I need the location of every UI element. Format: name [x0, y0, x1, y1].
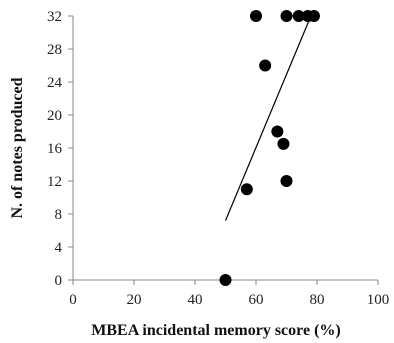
x-tick-label: 60	[249, 292, 264, 308]
x-tick-label: 80	[310, 292, 325, 308]
x-axis-title: MBEA incidental memory score (%)	[91, 322, 340, 339]
data-point	[250, 10, 262, 22]
axes	[68, 15, 379, 285]
data-point	[307, 10, 320, 22]
y-tick-label: 8	[55, 207, 63, 223]
x-tick-label: 20	[127, 292, 142, 308]
y-tick-label: 32	[47, 9, 62, 25]
y-tick-label: 16	[47, 141, 63, 157]
data-point	[292, 10, 305, 22]
x-tick-label: 100	[367, 292, 390, 308]
data-point	[259, 59, 272, 72]
data-point	[277, 137, 290, 150]
x-tick-label: 0	[69, 292, 77, 308]
data-points	[219, 10, 320, 286]
y-tick-label: 24	[47, 75, 63, 91]
y-axis-title: N. of notes produced	[9, 77, 26, 218]
y-tick-label: 4	[55, 240, 63, 256]
data-point	[280, 175, 293, 187]
y-tick-label: 20	[47, 108, 62, 124]
data-point	[280, 10, 293, 22]
y-tick-label: 12	[47, 174, 62, 190]
trendline	[224, 15, 312, 221]
data-point	[219, 274, 232, 286]
data-point	[240, 183, 253, 196]
x-tick-label: 40	[188, 292, 203, 308]
data-point	[271, 125, 284, 138]
tick-labels: 0 4 8 12 16 20 24 28 32 0 20 40 60 80 100	[47, 9, 389, 308]
y-tick-label: 28	[47, 42, 62, 58]
y-tick-label: 0	[55, 273, 63, 289]
trendline-group	[224, 15, 312, 221]
